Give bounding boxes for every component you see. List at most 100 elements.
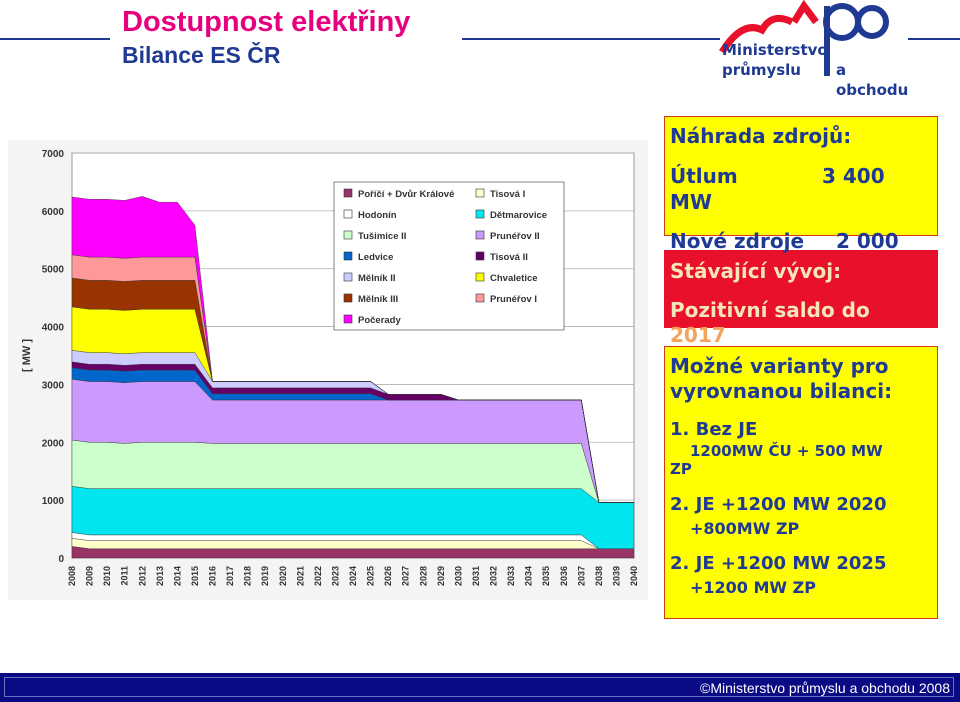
legend-entry: Ledvice xyxy=(358,252,393,263)
mpo-logo-icon xyxy=(719,0,889,76)
legend-entry: Hodonín xyxy=(358,210,397,221)
legend-swatch xyxy=(343,188,353,198)
x-tick-label: 2009 xyxy=(85,566,95,586)
x-tick-label: 2025 xyxy=(366,566,376,586)
saldo-line1: Pozitivní saldo do xyxy=(670,298,870,322)
y-tick-label: 3000 xyxy=(42,380,65,391)
legend-swatch xyxy=(343,251,353,261)
header-rule-right xyxy=(462,38,720,40)
variant1-zp: ZP xyxy=(670,460,692,478)
x-tick-label: 2011 xyxy=(120,566,130,586)
nove-label: Nové zdroje xyxy=(670,229,805,253)
legend-entry: Počerady xyxy=(358,315,401,326)
footer-frame xyxy=(4,677,954,697)
utlum-label: Útlum xyxy=(670,164,738,188)
panel-box-top xyxy=(664,116,938,236)
legend-swatch xyxy=(343,314,353,324)
nove-value: 2 000 xyxy=(836,229,899,253)
legend-swatch xyxy=(475,230,485,240)
legend-entry: Mělník III xyxy=(358,294,398,305)
x-tick-label: 2038 xyxy=(594,566,604,586)
legend-swatch xyxy=(475,251,485,261)
variant1-title: 1. Bez JE xyxy=(670,419,758,440)
logo-text-line1: Ministerstvo průmyslu xyxy=(722,41,828,79)
legend-entry: Prunéřov II xyxy=(490,231,540,242)
legend-swatch xyxy=(343,272,353,282)
page-title: Dostupnost elektřiny xyxy=(122,6,411,38)
logo-text-line2: a obchodu xyxy=(836,61,909,99)
x-tick-label: 2040 xyxy=(629,566,639,586)
x-tick-label: 2016 xyxy=(208,566,218,586)
legend-swatch xyxy=(475,272,485,282)
variant1-detail: 1200MW ČU + 500 MW xyxy=(690,442,883,460)
header-rule-far-right xyxy=(908,38,960,40)
x-tick-label: 2033 xyxy=(506,566,516,586)
y-axis-label: [ MW ] xyxy=(21,339,33,372)
y-tick-label: 5000 xyxy=(42,265,65,276)
y-tick-label: 4000 xyxy=(42,323,65,334)
legend-entry: Prunéřov I xyxy=(490,294,537,305)
legend-swatch xyxy=(475,293,485,303)
panel-highlight-bar xyxy=(664,250,938,328)
x-tick-label: 2019 xyxy=(260,566,270,586)
variant3-detail: +1200 MW ZP xyxy=(690,578,816,597)
x-tick-label: 2012 xyxy=(137,566,147,586)
x-tick-label: 2028 xyxy=(418,566,428,586)
varianty-line2: vyrovnanou bilanci: xyxy=(670,379,893,403)
x-tick-label: 2015 xyxy=(190,566,200,586)
ministry-logo: Ministerstvo průmyslu a obchodu xyxy=(712,0,908,99)
variant2-detail: +800MW ZP xyxy=(690,519,800,538)
area-series xyxy=(71,196,634,503)
capacity-chart: 0 1000 2000 3000 4000 5000 6000 7000 [ MW ] 2008 2… xyxy=(8,140,648,600)
x-tick-label: 2026 xyxy=(383,566,393,586)
x-tick-label: 2032 xyxy=(489,566,499,586)
y-tick-label: 2000 xyxy=(42,438,65,449)
legend-entry: Dětmarovice xyxy=(490,210,547,221)
header-rule-left xyxy=(0,38,110,40)
utlum-unit: MW xyxy=(670,190,712,214)
x-tick-label: 2027 xyxy=(401,566,411,586)
legend-entry: Tušimice II xyxy=(358,231,406,242)
y-tick-label: 6000 xyxy=(42,207,65,218)
legend-swatch xyxy=(343,209,353,219)
x-tick-label: 2023 xyxy=(330,566,340,586)
legend-swatch xyxy=(343,293,353,303)
page-subtitle: Bilance ES ČR xyxy=(122,42,281,68)
x-tick-label: 2014 xyxy=(172,566,182,586)
x-tick-label: 2013 xyxy=(155,566,165,586)
x-tick-label: 2024 xyxy=(348,566,358,586)
footer-copyright: ©Ministerstvo průmyslu a obchodu 2008 xyxy=(700,680,950,696)
legend-entry: Mělník II xyxy=(358,273,395,284)
variant3-title: 2. JE +1200 MW 2025 xyxy=(670,553,887,574)
x-tick-label: 2010 xyxy=(102,566,112,586)
legend-box xyxy=(333,181,565,331)
y-tick-label: 0 xyxy=(58,554,64,565)
legend-swatch xyxy=(475,209,485,219)
x-tick-label: 2018 xyxy=(243,566,253,586)
x-tick-label: 2022 xyxy=(313,566,323,586)
stavajici-label: Stávající vývoj: xyxy=(670,259,842,283)
x-tick-label: 2020 xyxy=(278,566,288,586)
legend-entry: Chvaletice xyxy=(490,273,538,284)
x-tick-label: 2037 xyxy=(576,566,586,586)
x-tick-label: 2035 xyxy=(541,566,551,586)
varianty-line1: Možné varianty pro xyxy=(670,354,889,378)
legend-swatch xyxy=(343,230,353,240)
x-tick-label: 2030 xyxy=(453,566,463,586)
x-tick-label: 2029 xyxy=(436,566,446,586)
x-tick-label: 2008 xyxy=(67,566,77,586)
x-tick-label: 2034 xyxy=(524,566,534,586)
legend-entry: Tisová I xyxy=(490,189,525,200)
x-tick-label: 2021 xyxy=(295,566,305,586)
legend-entry: Tisová II xyxy=(490,252,528,263)
x-tick-label: 2039 xyxy=(611,566,621,586)
utlum-value: 3 400 xyxy=(822,164,885,188)
x-tick-label: 2031 xyxy=(471,566,481,586)
legend-swatch xyxy=(475,188,485,198)
footer-bar: ©Ministerstvo průmyslu a obchodu 2008 xyxy=(0,673,960,702)
saldo-line2: 2017 xyxy=(670,323,726,347)
variant2-title: 2. JE +1200 MW 2020 xyxy=(670,494,887,515)
y-tick-label: 7000 xyxy=(42,149,65,160)
panel-box-bottom xyxy=(664,346,938,619)
x-tick-label: 2036 xyxy=(559,566,569,586)
